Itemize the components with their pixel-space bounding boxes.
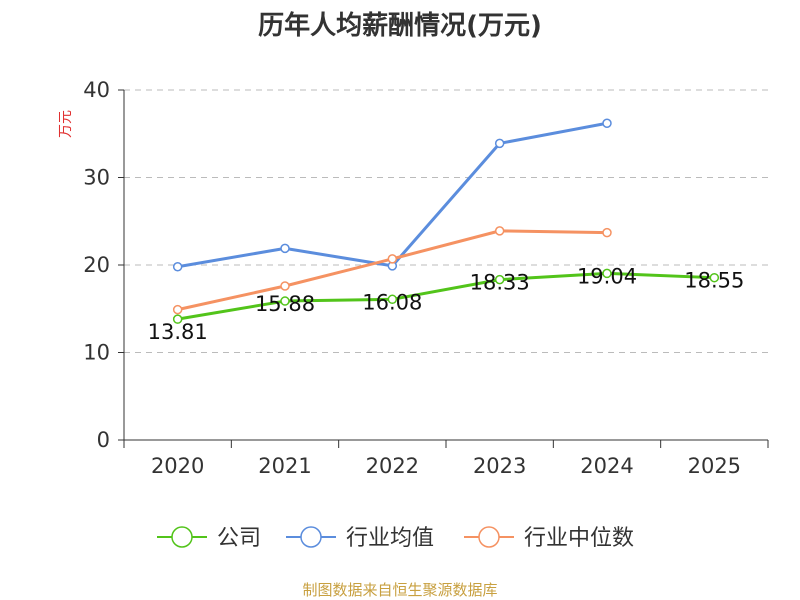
chart-title: 历年人均薪酬情况(万元): [258, 10, 542, 41]
data-point: [602, 118, 612, 128]
y-axis-label: 万元: [58, 110, 74, 138]
data-point: [494, 138, 505, 149]
legend-label: 行业中位数: [524, 526, 634, 551]
data-label: 18.33: [470, 271, 530, 295]
source-note: 制图数据来自恒生聚源数据库: [302, 581, 497, 599]
x-tick-label: 2025: [688, 454, 741, 478]
data-point: [280, 281, 290, 291]
legend-label: 公司: [217, 526, 261, 551]
data-label: 15.88: [255, 292, 315, 316]
data-point: [387, 254, 398, 264]
data-point: [172, 304, 183, 315]
grid-lines: [124, 89, 768, 353]
data-point: [172, 262, 183, 272]
data-point: [494, 226, 505, 236]
series-2: [172, 226, 612, 315]
data-label: 19.04: [577, 264, 637, 288]
x-tick-label: 2023: [473, 454, 526, 478]
series-1: [172, 118, 612, 272]
x-tick-label: 2024: [580, 454, 633, 478]
series-line: [177, 271, 715, 321]
x-tick-label: 2021: [258, 454, 311, 478]
x-ticks: 2020 2021 2022 2023 2024 2025: [123, 440, 769, 478]
x-tick-label: 2022: [366, 454, 419, 478]
y-tick-label: 30: [83, 166, 110, 190]
y-tick-label: 0: [97, 428, 110, 452]
data-point: [709, 272, 720, 283]
data-label: 16.08: [362, 290, 422, 314]
data-point: [494, 274, 505, 285]
legend-marker: [171, 526, 193, 548]
data-point: [172, 314, 183, 324]
data-point: [387, 294, 398, 305]
x-tick-label: 2020: [151, 454, 204, 478]
series-line: [177, 121, 608, 269]
y-tick-label: 40: [83, 78, 110, 102]
data-label: 13.81: [148, 320, 208, 344]
legend-item-0: 公司: [157, 526, 261, 551]
y-ticks: 0 10 20 30 40: [83, 78, 124, 452]
y-tick-label: 20: [83, 253, 110, 277]
data-point: [602, 227, 612, 238]
legend: 公司 行业均值 行业中位数: [157, 526, 634, 551]
series-0: [172, 268, 720, 324]
data-point: [280, 243, 290, 254]
data-point: [280, 296, 290, 306]
legend-marker: [478, 526, 500, 548]
data-labels: 13.81 15.88 16.08 18.33 19.04 18.55: [148, 264, 745, 344]
data-point: [602, 268, 612, 279]
data-label: 18.55: [684, 269, 744, 293]
y-tick-label: 10: [83, 341, 110, 365]
legend-item-2: 行业中位数: [464, 526, 634, 551]
legend-item-1: 行业均值: [286, 526, 434, 551]
legend-marker: [300, 526, 322, 548]
legend-label: 行业均值: [346, 526, 434, 551]
series: [172, 118, 720, 324]
